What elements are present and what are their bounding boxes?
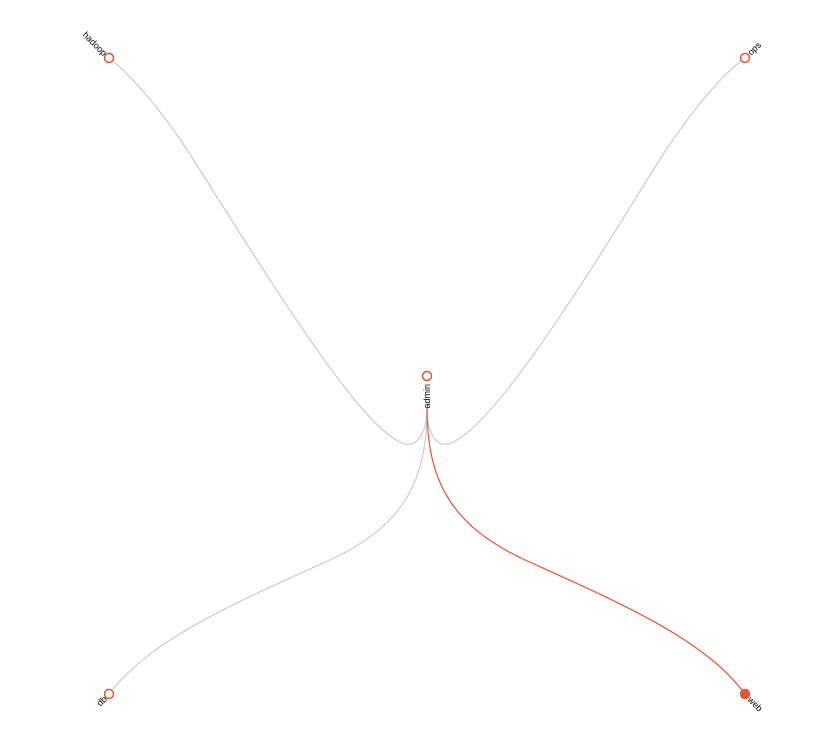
edge-admin-db: [108, 406, 428, 695]
node-admin-label: admin: [422, 384, 432, 409]
node-admin-marker[interactable]: [421, 370, 433, 382]
edge-admin-web: [426, 406, 746, 695]
edges-layer: [108, 57, 746, 695]
node-hadoop-marker[interactable]: [103, 52, 115, 64]
node-ops-marker[interactable]: [739, 52, 751, 64]
edge-admin-hadoop: [108, 57, 428, 445]
edge-admin-ops: [426, 57, 746, 445]
node-web-marker[interactable]: [739, 688, 751, 700]
node-db-marker[interactable]: [103, 688, 115, 700]
node-admin[interactable]: admin: [421, 370, 433, 409]
